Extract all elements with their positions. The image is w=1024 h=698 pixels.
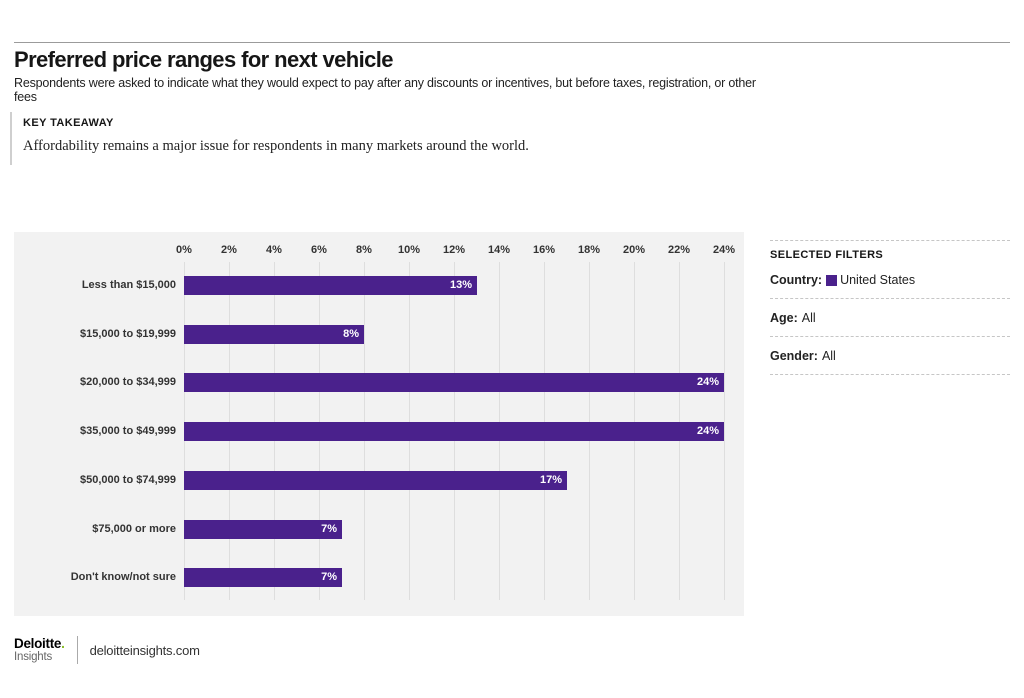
bar[interactable]: 24% [184,422,724,441]
bar[interactable]: 7% [184,568,342,587]
page-subtitle: Respondents were asked to indicate what … [14,76,756,104]
filter-label: Gender: [770,349,818,363]
category-label: Don't know/not sure [70,571,176,583]
bar[interactable]: 13% [184,276,477,295]
bar-value-label: 8% [343,328,359,340]
deloitte-insights-logo: Deloitte. Insights [14,635,65,664]
footer-divider [76,636,78,664]
footer-site-url: deloitteinsights.com [89,642,200,658]
filter-row-gender[interactable]: Gender: All [770,337,1010,375]
bar-value-label: 17% [539,474,562,486]
bar-value-label: 13% [449,279,472,291]
bar-value-label: 7% [321,523,337,535]
deloitte-green-dot: . [61,635,65,651]
filter-color-swatch [826,274,838,286]
x-axis-tick: 14% [487,244,511,256]
category-label: $20,000 to $34,999 [79,376,176,388]
bar[interactable]: 17% [184,471,567,490]
x-axis-tick: 8% [356,244,372,256]
category-label: $75,000 or more [92,523,176,535]
x-axis-tick: 2% [221,244,237,256]
filter-value: United States [840,273,916,287]
bar-chart: 0% 2% 4% 6% 8% 10% 12% 14% 16% 18% 20% 22% 24% Less … [14,232,744,616]
category-label: $15,000 to $19,999 [79,328,176,340]
selected-filters-panel: SELECTED FILTERS Country: United States Ag… [770,240,1010,375]
x-axis-tick: 20% [622,244,646,256]
category-label: $35,000 to $49,999 [79,425,176,437]
insights-logo-text: Insights [14,651,53,664]
x-axis-tick: 12% [442,244,466,256]
filter-value: All [821,349,836,363]
bar[interactable]: 8% [184,325,364,344]
filter-label: Country: [770,273,823,287]
selected-filters-heading: SELECTED FILTERS [770,240,1010,261]
category-label: Less than $15,000 [81,279,176,291]
filter-value: All [801,311,816,325]
deloitte-logo-text: Deloitte. [14,635,65,651]
gridline [724,262,725,600]
filter-row-country[interactable]: Country: United States [770,261,1010,299]
page-title: Preferred price ranges for next vehicle [14,47,393,72]
filter-row-age[interactable]: Age: All [770,299,1010,337]
top-divider [14,42,1010,43]
x-axis-tick: 16% [532,244,556,256]
key-takeaway: KEY TAKEAWAY Affordability remains a maj… [10,112,910,165]
x-axis-tick: 4% [266,244,282,256]
bar-value-label: 24% [696,425,719,437]
filter-list: Country: United States Age: All Gender: All [770,261,1010,375]
key-takeaway-label: KEY TAKEAWAY [23,117,114,129]
key-takeaway-text: Affordability remains a major issue for … [23,138,529,154]
x-axis-tick: 6% [311,244,327,256]
bar-value-label: 24% [696,376,719,388]
bar[interactable]: 7% [184,520,342,539]
bar[interactable]: 24% [184,373,724,392]
x-axis-tick: 18% [577,244,601,256]
footer: Deloitte. Insights deloitteinsights.com [14,636,200,664]
x-axis-tick: 24% [712,244,736,256]
bar-value-label: 7% [321,571,337,583]
x-axis-tick: 0% [176,244,192,256]
x-axis-tick: 10% [397,244,421,256]
filter-label: Age: [770,311,798,325]
category-label: $50,000 to $74,999 [79,474,176,486]
x-axis-tick: 22% [667,244,691,256]
